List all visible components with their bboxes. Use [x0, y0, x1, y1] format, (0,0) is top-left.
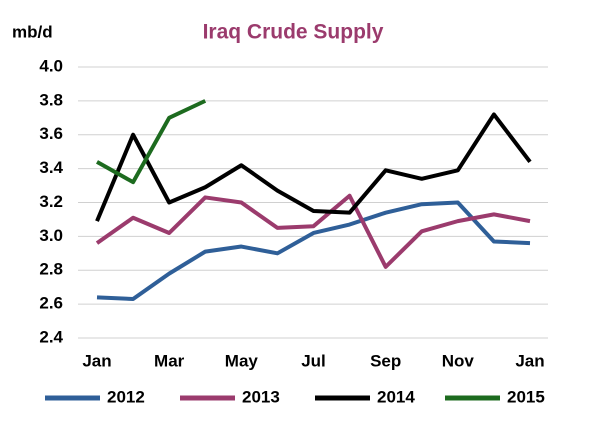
- x-tick-label: May: [225, 351, 259, 370]
- y-tick-label: 2.6: [39, 294, 63, 313]
- legend-label: 2015: [507, 387, 545, 406]
- y-tick-label: 3.4: [39, 158, 63, 177]
- x-tick-label: Sep: [370, 351, 401, 370]
- y-tick-label: 2.8: [39, 260, 63, 279]
- series-line: [95, 193, 531, 269]
- series-line: [96, 200, 531, 302]
- y-tick-label: 3.2: [39, 192, 63, 211]
- y-tick-label: 3.6: [39, 124, 63, 143]
- x-tick-label: Jan: [82, 351, 111, 370]
- series-line: [96, 99, 207, 185]
- y-axis-label: mb/d: [12, 22, 53, 41]
- y-tick-label: 2.4: [39, 327, 63, 346]
- x-tick-label: Jan: [515, 351, 544, 370]
- y-tick-label: 3.8: [39, 90, 63, 109]
- legend-label: 2013: [242, 387, 280, 406]
- legend-label: 2012: [107, 387, 145, 406]
- series-line: [95, 112, 532, 222]
- legend-label: 2014: [377, 387, 415, 406]
- y-tick-label: 3.0: [39, 226, 63, 245]
- x-tick-label: Nov: [442, 351, 475, 370]
- y-tick-label: 4.0: [39, 56, 63, 75]
- x-tick-label: Jul: [301, 351, 326, 370]
- x-tick-label: Mar: [154, 351, 185, 370]
- chart-title: Iraq Crude Supply: [203, 21, 384, 44]
